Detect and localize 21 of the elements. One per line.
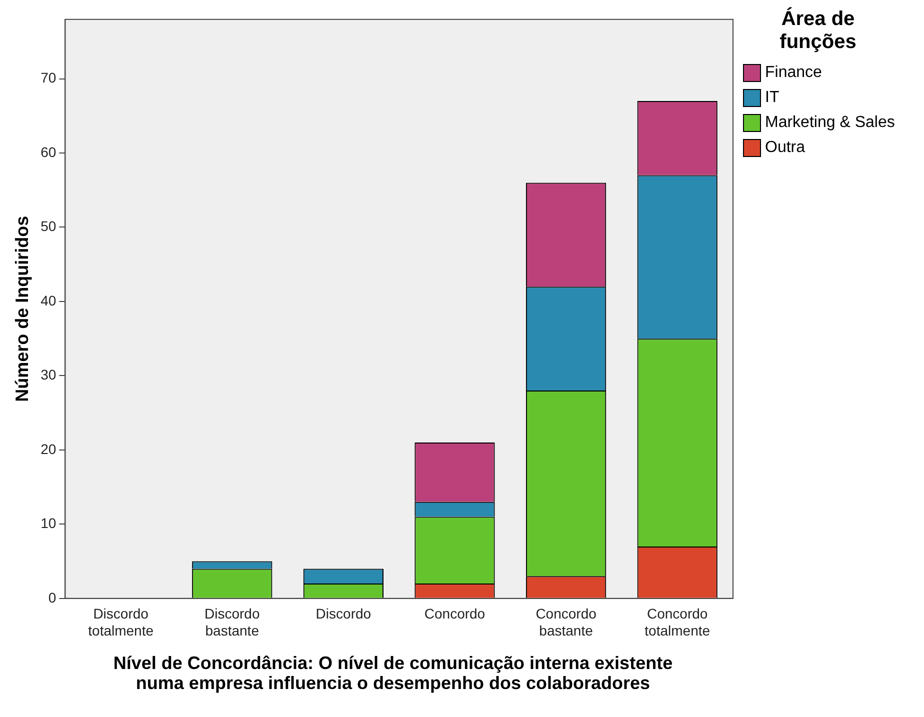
x-tick-label: Concordo totalmente: [644, 606, 710, 638]
x-tick-label: Discordo: [316, 606, 372, 622]
legend-label: IT: [765, 88, 780, 106]
legend-label: Marketing & Sales: [765, 114, 895, 132]
legend-label: Outra: [765, 138, 806, 156]
y-tick-label: 60: [40, 144, 56, 160]
legend-title: Área de funções: [778, 8, 858, 54]
x-tick-label: Concordo bastante: [536, 606, 597, 638]
y-tick-label: 20: [40, 440, 56, 457]
y-tick-label: 40: [40, 292, 56, 308]
y-tick-label: 70: [40, 70, 56, 86]
y-axis-title: Número de Inquiridos: [12, 216, 32, 402]
x-tick-label: Concordo: [424, 606, 486, 622]
y-tick-label: 10: [40, 515, 56, 532]
y-tick-label: 50: [40, 218, 56, 234]
y-tick-label: 30: [40, 366, 56, 383]
x-tick-label: Discordo totalmente: [88, 606, 154, 638]
x-axis-title: Nível de Concordância: O nível de comunicação interna existente numa empresa influencia o desempenho dos colaboradores: [112, 653, 674, 693]
x-tick-label: Discordo bastante: [204, 606, 260, 638]
y-tick-label: 0: [48, 589, 56, 606]
legend-label: Finance: [765, 64, 822, 82]
